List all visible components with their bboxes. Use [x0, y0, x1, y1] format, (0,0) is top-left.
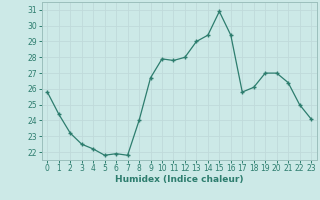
X-axis label: Humidex (Indice chaleur): Humidex (Indice chaleur)	[115, 175, 244, 184]
